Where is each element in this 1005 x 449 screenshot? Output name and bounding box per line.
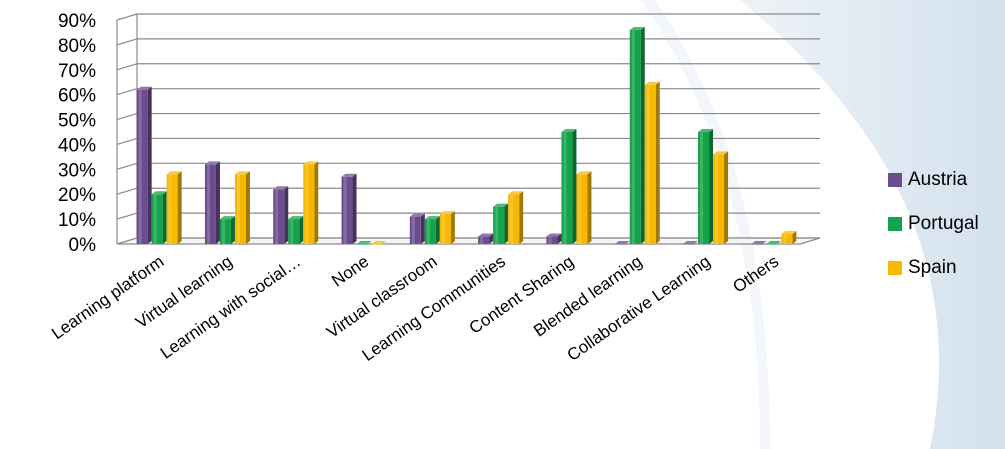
gridline-link bbox=[116, 88, 138, 96]
gridline-link bbox=[116, 137, 138, 146]
y-tick-label: 0% bbox=[69, 235, 97, 256]
y-tick-label: 50% bbox=[58, 111, 96, 132]
bar bbox=[478, 233, 494, 244]
bar bbox=[204, 161, 220, 244]
bars bbox=[136, 26, 797, 245]
bar bbox=[424, 216, 440, 244]
y-tick-label: 90% bbox=[58, 11, 96, 32]
bar bbox=[371, 241, 387, 245]
bar bbox=[166, 171, 182, 244]
bar bbox=[234, 171, 250, 244]
bar bbox=[273, 186, 289, 244]
y-tick-label: 70% bbox=[58, 61, 96, 82]
bar bbox=[409, 213, 425, 244]
y-tick-labels: 0% 10% 20% 30% 40% 50% 60% 70% 80% 90% bbox=[58, 11, 96, 256]
legend-label: Austria bbox=[908, 169, 968, 190]
bar bbox=[493, 203, 509, 244]
gridline-link bbox=[116, 38, 138, 46]
legend-label: Portugal bbox=[908, 213, 979, 234]
bar bbox=[219, 216, 235, 244]
gridline-link bbox=[116, 63, 138, 71]
gridline-link bbox=[116, 13, 138, 21]
legend: Austria Portugal Spain bbox=[888, 168, 979, 300]
bar bbox=[303, 161, 319, 244]
bar bbox=[508, 191, 524, 244]
gridline-link bbox=[116, 212, 138, 220]
bar bbox=[341, 173, 357, 244]
y-tick-label: 20% bbox=[58, 185, 96, 206]
bar bbox=[614, 241, 630, 245]
bar bbox=[751, 241, 767, 245]
y-tick-label: 40% bbox=[58, 135, 96, 156]
bar bbox=[288, 216, 304, 244]
legend-item: Austria bbox=[888, 168, 979, 192]
y-tick-label: 80% bbox=[58, 36, 96, 57]
bar bbox=[576, 171, 592, 244]
legend-swatch bbox=[888, 217, 902, 231]
gridline-link bbox=[116, 187, 138, 195]
bar bbox=[136, 86, 152, 244]
gridline-link bbox=[116, 162, 138, 170]
bar bbox=[644, 81, 660, 244]
x-tick-label: Learning platform bbox=[48, 252, 167, 343]
gridline-link bbox=[116, 112, 138, 121]
legend-swatch bbox=[888, 261, 902, 275]
bar bbox=[698, 129, 714, 244]
bar bbox=[546, 233, 562, 244]
bar bbox=[781, 231, 797, 244]
legend-swatch bbox=[888, 173, 902, 187]
y-tick-label: 30% bbox=[58, 160, 96, 181]
bar bbox=[766, 241, 782, 245]
legend-label: Spain bbox=[908, 257, 957, 278]
x-tick-label: None bbox=[328, 252, 372, 291]
x-tick-label: Others bbox=[729, 252, 782, 297]
bar bbox=[439, 211, 455, 244]
bar bbox=[356, 241, 372, 245]
legend-item: Portugal bbox=[888, 212, 979, 236]
bar bbox=[713, 151, 729, 244]
bar bbox=[683, 241, 699, 245]
y-tick-label: 60% bbox=[58, 86, 96, 107]
bar bbox=[151, 191, 167, 244]
legend-item: Spain bbox=[888, 256, 979, 280]
bar bbox=[561, 129, 577, 244]
y-tick-label: 10% bbox=[58, 210, 96, 231]
bar bbox=[629, 26, 645, 245]
